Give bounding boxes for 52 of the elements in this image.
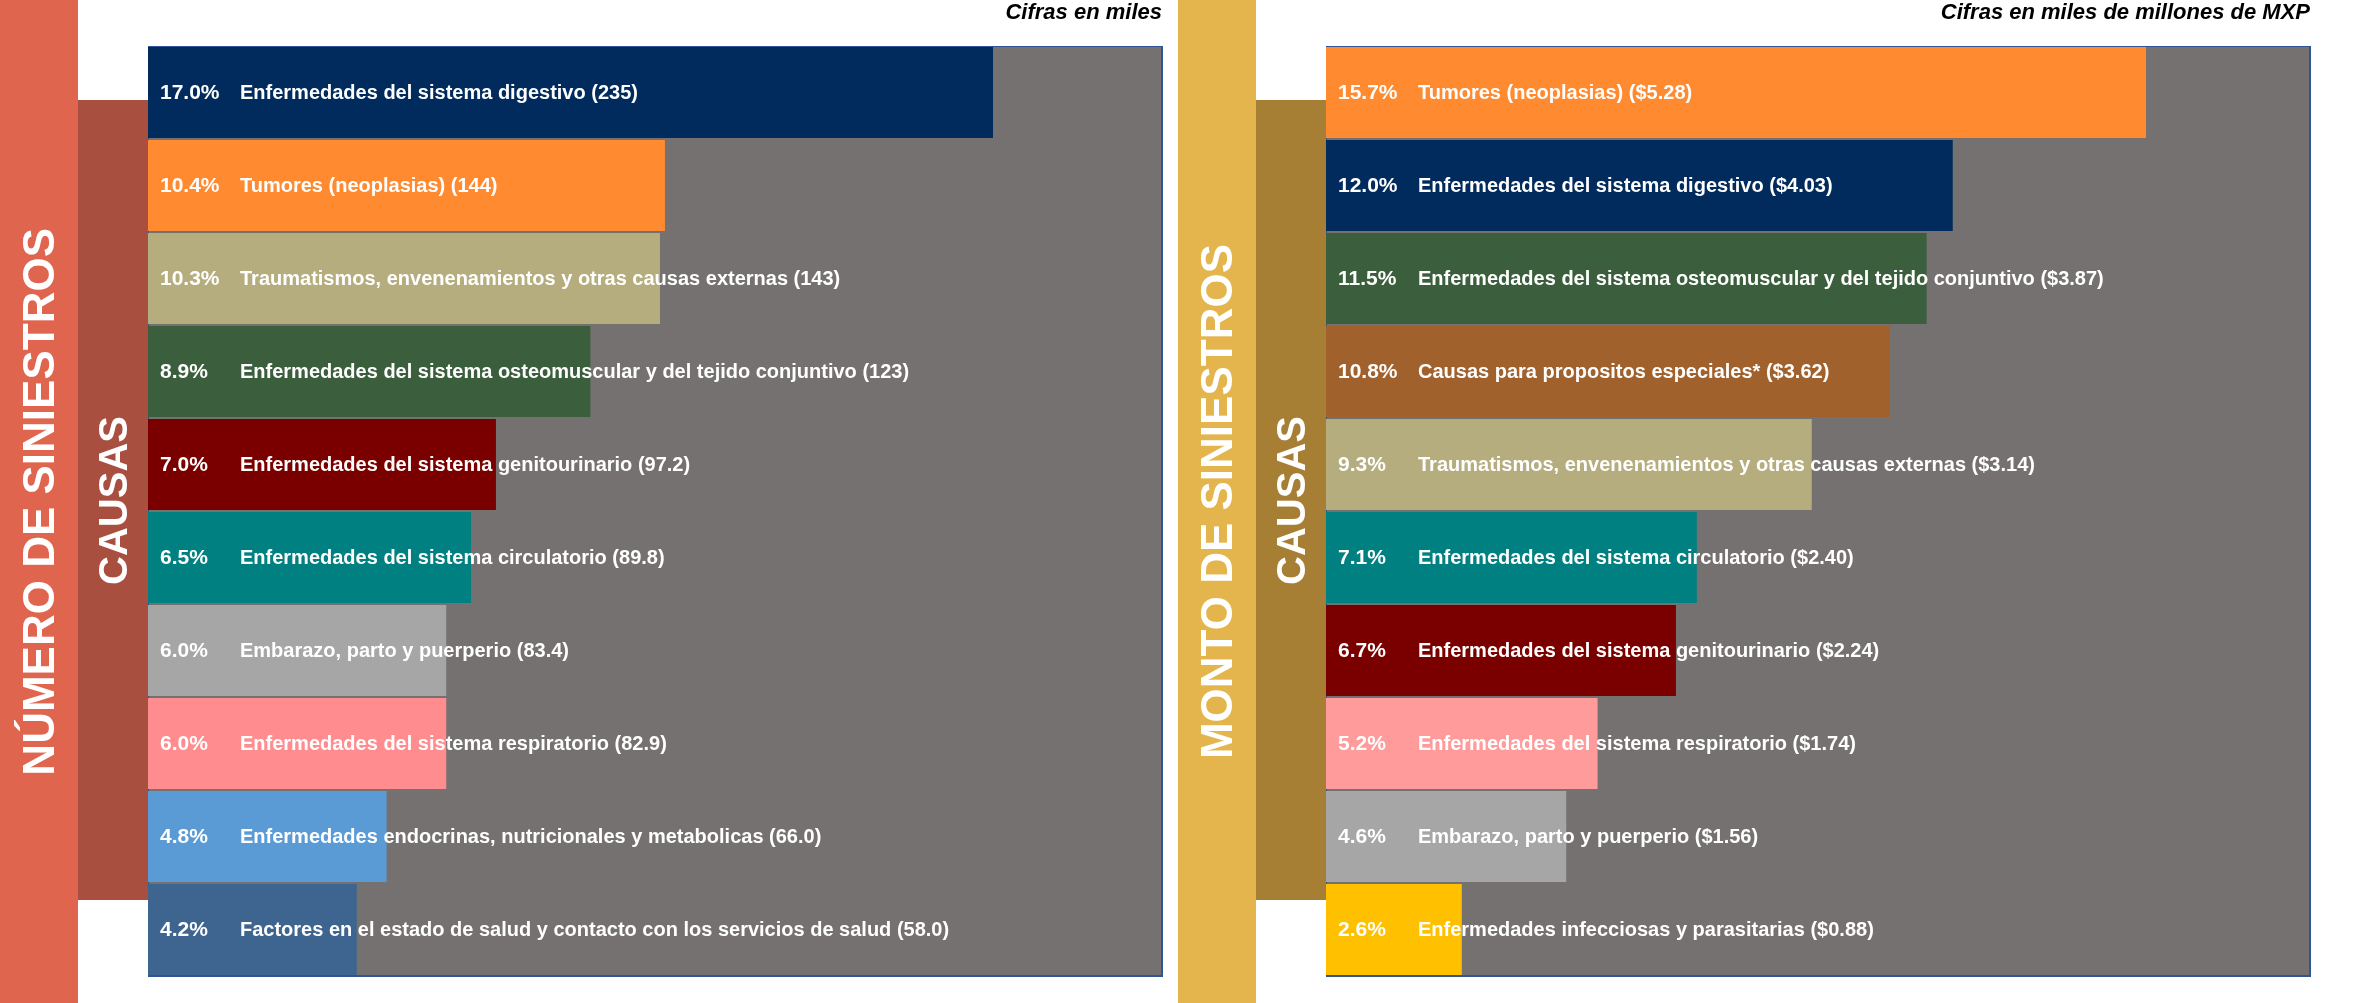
bar — [1326, 46, 2146, 139]
text: Cifras en miles — [1004, 0, 1163, 26]
bar — [148, 418, 496, 511]
data-label: 4.2% — [160, 916, 209, 940]
data-label: 10.3% — [160, 265, 220, 289]
y-tick-label: Enfermedades del sistema osteomuscular y del tejido conjuntivo ($3.87) — [1418, 266, 2104, 289]
data-label: 6.5% — [160, 544, 209, 568]
data-label: 10.8% — [1338, 358, 1398, 382]
data-label: 15.7% — [1338, 79, 1398, 103]
bar — [148, 46, 993, 139]
text: MONTO DE SINIESTROS — [1192, 243, 1242, 760]
y-tick-label: Tumores (neoplasias) ($5.28) — [1418, 80, 1693, 103]
y-tick-label: Enfermedades del sistema digestivo ($4.03) — [1418, 173, 1833, 196]
bar — [1326, 418, 1812, 511]
data-label: 10.4% — [160, 172, 220, 196]
bar — [1326, 325, 1891, 418]
bar — [1326, 232, 1927, 325]
y-tick-label: Causas para propositos especiales* ($3.62) — [1418, 359, 1830, 382]
data-label: 7.1% — [1338, 544, 1387, 568]
data-label: 6.0% — [160, 730, 209, 754]
y-tick-label: Enfermedades del sistema digestivo (235) — [240, 80, 638, 103]
data-label: 7.0% — [160, 451, 209, 475]
y-tick-label: Embarazo, parto y puerperio (83.4) — [240, 638, 569, 661]
data-label: 4.8% — [160, 823, 209, 847]
y-tick-label: Enfermedades del sistema genitourinario (97.2) — [240, 452, 691, 475]
y-tick-label: Traumatismos, envenenamientos y otras causas externas ($3.14) — [1418, 452, 2035, 475]
y-tick-label: Factores en el estado de salud y contacto con los servicios de salud (58.0) — [240, 917, 950, 940]
y-axis-title: CAUSAS — [1268, 415, 1314, 585]
text: NÚMERO DE SINIESTROS — [14, 227, 64, 776]
data-label: 11.5% — [1338, 265, 1397, 289]
y-tick-label: Embarazo, parto y puerperio ($1.56) — [1418, 824, 1759, 847]
bar — [1326, 139, 1953, 232]
bar — [148, 139, 665, 232]
data-label: 8.9% — [160, 358, 209, 382]
text: Cifras en miles de millones de MXP — [1939, 0, 2311, 26]
data-label: 6.0% — [160, 637, 209, 661]
data-label: 4.6% — [1338, 823, 1387, 847]
bar — [1326, 604, 1676, 697]
y-axis-title: CAUSAS — [90, 415, 136, 585]
y-tick-label: Enfermedades del sistema osteomuscular y del tejido conjuntivo (123) — [240, 359, 910, 382]
data-label: 9.3% — [1338, 451, 1387, 475]
y-tick-label: Tumores (neoplasias) (144) — [240, 173, 498, 196]
data-label: 17.0% — [160, 79, 220, 103]
data-label: 12.0% — [1338, 172, 1398, 196]
bar — [1326, 697, 1598, 790]
y-tick-label: Traumatismos, envenenamientos y otras causas externas (143) — [240, 266, 841, 289]
data-label: 6.7% — [1338, 637, 1387, 661]
bar — [148, 883, 357, 976]
data-label: 2.6% — [1338, 916, 1387, 940]
y-tick-label: Enfermedades del sistema genitourinario ($2.24) — [1418, 638, 1880, 661]
y-tick-label: Enfermedades del sistema circulatorio (89.8) — [240, 545, 665, 568]
data-label: 5.2% — [1338, 730, 1387, 754]
